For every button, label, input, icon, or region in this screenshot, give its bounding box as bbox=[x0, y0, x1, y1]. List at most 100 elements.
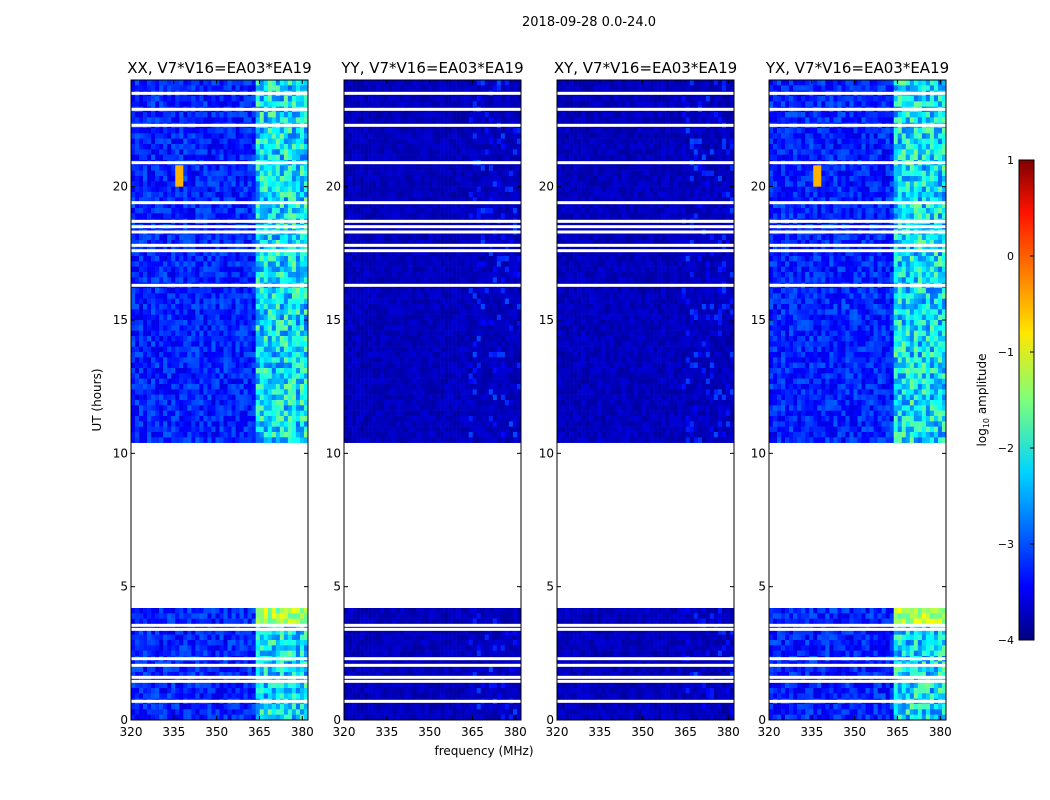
heatmap-cell bbox=[392, 192, 397, 198]
heatmap-cell bbox=[211, 85, 216, 91]
heatmap-cell bbox=[203, 618, 208, 625]
heatmap-cell bbox=[171, 101, 176, 107]
heatmap-cell bbox=[183, 298, 188, 305]
heatmap-cell bbox=[171, 432, 176, 438]
heatmap-cell bbox=[484, 154, 490, 161]
heatmap-cell bbox=[271, 261, 277, 267]
heatmap-cell bbox=[179, 304, 184, 310]
heatmap-cell bbox=[187, 325, 192, 331]
heatmap-cell bbox=[267, 256, 273, 262]
heatmap-cell bbox=[207, 240, 212, 246]
heatmap-cell bbox=[191, 170, 196, 177]
heatmap-cell bbox=[255, 314, 261, 321]
heatmap-cell bbox=[143, 704, 148, 710]
heatmap-cell bbox=[368, 133, 373, 139]
heatmap-cell bbox=[207, 112, 212, 118]
heatmap-cell bbox=[195, 378, 200, 385]
heatmap-cell bbox=[183, 394, 188, 401]
heatmap-cell bbox=[175, 405, 180, 411]
heatmap-cell bbox=[243, 112, 248, 118]
heatmap-cell bbox=[271, 346, 277, 353]
heatmap-cell bbox=[239, 272, 244, 278]
heatmap-cell bbox=[183, 629, 188, 635]
heatmap-cell bbox=[508, 176, 514, 182]
heatmap-cell bbox=[175, 288, 180, 294]
heatmap-cell bbox=[191, 197, 196, 203]
heatmap-cell bbox=[287, 410, 293, 417]
heatmap-cell bbox=[392, 101, 397, 107]
heatmap-cell bbox=[512, 181, 518, 187]
heatmap-cell bbox=[199, 432, 204, 438]
heatmap-cell bbox=[147, 298, 152, 305]
heatmap-cell bbox=[259, 186, 265, 193]
heatmap-cell bbox=[279, 96, 285, 102]
heatmap-cell bbox=[259, 293, 265, 299]
heatmap-cell bbox=[203, 293, 208, 299]
heatmap-cell bbox=[247, 288, 252, 294]
heatmap-cell bbox=[303, 176, 309, 182]
heatmap-cell bbox=[227, 266, 232, 273]
heatmap-cell bbox=[295, 176, 301, 182]
heatmap-cell bbox=[183, 362, 188, 369]
heatmap-cell bbox=[219, 186, 224, 193]
heatmap-cell bbox=[356, 186, 361, 193]
heatmap-cell bbox=[191, 240, 196, 246]
heatmap-cell bbox=[488, 176, 494, 182]
heatmap-cell bbox=[255, 165, 261, 171]
heatmap-cell bbox=[195, 298, 200, 305]
heatmap-cell bbox=[215, 384, 220, 390]
heatmap-cell bbox=[171, 154, 176, 161]
heatmap-cell bbox=[215, 101, 220, 107]
heatmap-cell bbox=[263, 133, 269, 139]
heatmap-cell bbox=[303, 192, 309, 198]
heatmap-cell bbox=[275, 330, 281, 337]
heatmap-cell bbox=[255, 192, 261, 198]
heatmap-cell bbox=[131, 421, 136, 427]
heatmap-cell bbox=[516, 186, 522, 193]
heatmap-cell bbox=[159, 400, 164, 406]
heatmap-cell bbox=[295, 330, 301, 337]
heatmap-cell bbox=[287, 400, 293, 406]
heatmap-cell bbox=[247, 277, 252, 283]
heatmap-cell bbox=[384, 112, 389, 118]
heatmap-cell bbox=[219, 346, 224, 353]
heatmap-cell bbox=[231, 149, 236, 155]
heatmap-cell bbox=[267, 149, 273, 155]
heatmap-cell bbox=[203, 320, 208, 326]
heatmap-cell bbox=[243, 181, 248, 187]
heatmap-cell bbox=[283, 213, 289, 219]
heatmap-cell bbox=[404, 176, 409, 182]
heatmap-cell bbox=[143, 288, 148, 294]
heatmap-cell bbox=[275, 389, 281, 395]
heatmap-cell bbox=[516, 144, 522, 150]
heatmap-cell bbox=[187, 197, 192, 203]
heatmap-cell bbox=[239, 426, 244, 433]
heatmap-cell bbox=[380, 144, 385, 150]
heatmap-cell bbox=[187, 682, 192, 689]
heatmap-cell bbox=[295, 437, 301, 443]
heatmap-cell bbox=[191, 368, 196, 374]
heatmap-cell bbox=[227, 346, 232, 353]
heatmap-cell bbox=[167, 693, 172, 699]
heatmap-cell bbox=[155, 314, 160, 321]
heatmap-cell bbox=[135, 341, 140, 347]
heatmap-cell bbox=[207, 250, 212, 257]
heatmap-cell bbox=[247, 682, 252, 689]
heatmap-cell bbox=[215, 272, 220, 278]
heatmap-cell bbox=[199, 613, 204, 619]
heatmap-cell bbox=[203, 416, 208, 422]
heatmap-cell bbox=[295, 298, 301, 305]
heatmap-cell bbox=[496, 144, 502, 150]
heatmap-cell bbox=[251, 266, 256, 273]
heatmap-cell bbox=[291, 405, 297, 411]
heatmap-cell bbox=[243, 421, 248, 427]
heatmap-cell bbox=[211, 213, 216, 219]
heatmap-cell bbox=[303, 320, 309, 326]
heatmap-cell bbox=[231, 192, 236, 198]
heatmap-cell bbox=[287, 394, 293, 401]
heatmap-cell bbox=[199, 154, 204, 161]
heatmap-cell bbox=[460, 144, 465, 150]
heatmap-cell bbox=[175, 389, 180, 395]
heatmap-cell bbox=[303, 645, 309, 651]
heatmap-cell bbox=[267, 416, 273, 422]
